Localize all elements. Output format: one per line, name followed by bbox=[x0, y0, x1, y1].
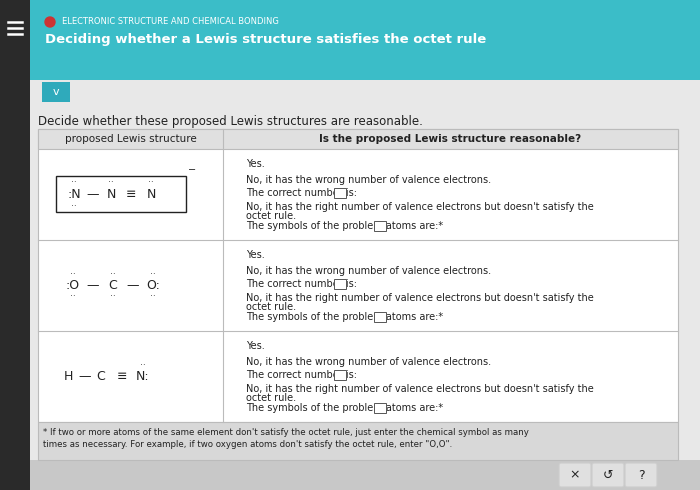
Bar bbox=[38, 129, 678, 149]
Text: ··: ·· bbox=[150, 292, 156, 301]
Bar bbox=[56, 176, 186, 213]
Text: Yes.: Yes. bbox=[246, 159, 265, 169]
Text: C: C bbox=[97, 370, 106, 383]
Text: No, it has the right number of valence electrons but doesn't satisfy the: No, it has the right number of valence e… bbox=[246, 293, 594, 303]
Text: ··: ·· bbox=[150, 270, 156, 279]
Text: The symbols of the problem atoms are:*: The symbols of the problem atoms are:* bbox=[246, 221, 443, 231]
Bar bbox=[42, 82, 70, 102]
Text: No, it has the right number of valence electrons but doesn't satisfy the: No, it has the right number of valence e… bbox=[246, 202, 594, 212]
Text: ↺: ↺ bbox=[603, 468, 613, 482]
Text: ··: ·· bbox=[70, 292, 76, 301]
Bar bbox=[334, 188, 346, 198]
Text: octet rule.: octet rule. bbox=[246, 302, 296, 312]
Text: proposed Lewis structure: proposed Lewis structure bbox=[64, 134, 197, 144]
Text: No, it has the wrong number of valence electrons.: No, it has the wrong number of valence e… bbox=[246, 358, 491, 368]
Text: ··: ·· bbox=[71, 202, 77, 211]
FancyBboxPatch shape bbox=[559, 463, 591, 487]
Text: ··: ·· bbox=[71, 178, 77, 187]
FancyBboxPatch shape bbox=[625, 463, 657, 487]
Text: Decide whether these proposed Lewis structures are reasonable.: Decide whether these proposed Lewis stru… bbox=[38, 115, 423, 128]
Text: ··: ·· bbox=[148, 178, 154, 187]
Text: —: — bbox=[78, 370, 91, 383]
Text: O:: O: bbox=[146, 279, 160, 292]
Bar bbox=[374, 403, 386, 413]
Text: Is the proposed Lewis structure reasonable?: Is the proposed Lewis structure reasonab… bbox=[319, 134, 582, 144]
Bar bbox=[0, 0, 30, 490]
Bar bbox=[38, 129, 678, 422]
Text: octet rule.: octet rule. bbox=[246, 393, 296, 403]
Text: v: v bbox=[52, 87, 60, 97]
Bar bbox=[374, 312, 386, 322]
Bar bbox=[30, 80, 700, 460]
Text: :N: :N bbox=[67, 188, 80, 201]
Text: —: — bbox=[127, 279, 139, 292]
Bar bbox=[334, 279, 346, 289]
Bar bbox=[30, 0, 700, 80]
Text: ··: ·· bbox=[108, 178, 114, 187]
Text: The symbols of the problem atoms are:*: The symbols of the problem atoms are:* bbox=[246, 312, 443, 322]
Bar bbox=[334, 370, 346, 380]
FancyBboxPatch shape bbox=[592, 463, 624, 487]
Text: The correct number is:: The correct number is: bbox=[246, 279, 357, 289]
Text: —: — bbox=[87, 279, 99, 292]
Text: The correct number is:: The correct number is: bbox=[246, 370, 357, 380]
Text: The correct number is:: The correct number is: bbox=[246, 188, 357, 198]
Text: No, it has the wrong number of valence electrons.: No, it has the wrong number of valence e… bbox=[246, 267, 491, 276]
Text: Yes.: Yes. bbox=[246, 250, 265, 260]
Text: No, it has the wrong number of valence electrons.: No, it has the wrong number of valence e… bbox=[246, 175, 491, 186]
Text: No, it has the right number of valence electrons but doesn't satisfy the: No, it has the right number of valence e… bbox=[246, 384, 594, 394]
Text: ELECTRONIC STRUCTURE AND CHEMICAL BONDING: ELECTRONIC STRUCTURE AND CHEMICAL BONDIN… bbox=[62, 18, 279, 26]
Text: :O: :O bbox=[66, 279, 80, 292]
Text: octet rule.: octet rule. bbox=[246, 211, 296, 221]
Text: −: − bbox=[188, 166, 196, 175]
Text: * If two or more atoms of the same element don't satisfy the octet rule, just en: * If two or more atoms of the same eleme… bbox=[43, 428, 529, 437]
Text: ?: ? bbox=[638, 468, 644, 482]
Text: C: C bbox=[108, 279, 118, 292]
Text: ··: ·· bbox=[110, 270, 116, 279]
Text: Yes.: Yes. bbox=[246, 341, 265, 351]
Text: ×: × bbox=[570, 468, 580, 482]
Text: ··: ·· bbox=[70, 270, 76, 279]
Text: Deciding whether a Lewis structure satisfies the octet rule: Deciding whether a Lewis structure satis… bbox=[45, 33, 486, 47]
Text: ··: ·· bbox=[110, 292, 116, 301]
Text: ≡: ≡ bbox=[126, 188, 136, 201]
Text: —: — bbox=[86, 188, 99, 201]
Text: The symbols of the problem atoms are:*: The symbols of the problem atoms are:* bbox=[246, 403, 443, 413]
Text: ≡: ≡ bbox=[117, 370, 127, 383]
Text: N: N bbox=[106, 188, 116, 201]
Circle shape bbox=[45, 17, 55, 27]
Text: N: N bbox=[146, 188, 155, 201]
Text: ··: ·· bbox=[140, 361, 146, 370]
Text: H: H bbox=[63, 370, 73, 383]
Text: times as necessary. For example, if two oxygen atoms don't satisfy the octet rul: times as necessary. For example, if two … bbox=[43, 440, 452, 449]
Bar bbox=[38, 422, 678, 460]
Text: N:: N: bbox=[136, 370, 150, 383]
Bar bbox=[374, 221, 386, 231]
